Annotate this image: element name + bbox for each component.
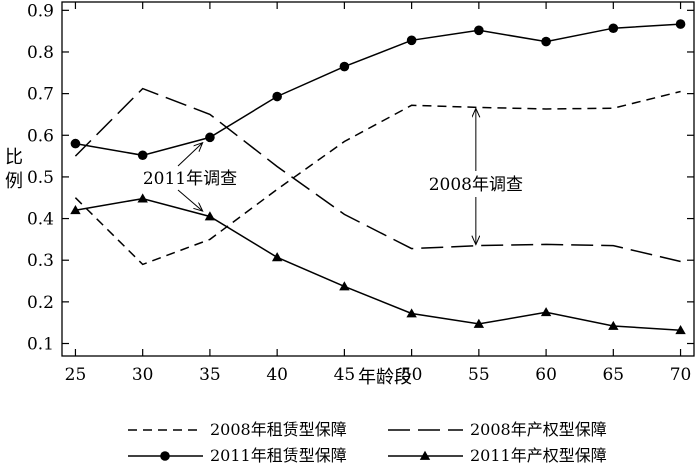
x-tick-label: 50 [401,365,423,385]
x-tick-label: 25 [65,365,87,385]
x-tick-label: 45 [334,365,356,385]
point-triangle [675,324,686,335]
point-circle [474,25,484,36]
x-tick-label: 30 [132,365,154,385]
legend-item-1: 2008年产权型保障 [388,420,607,439]
point-triangle [473,318,485,328]
x-tick-label: 60 [535,365,557,385]
series-line-0 [74,90,681,266]
point-circle [339,61,350,72]
x-axis-title: 年龄段 [358,367,412,388]
point-circle [541,36,551,47]
point-triangle [540,307,552,317]
plot-border [61,1,695,357]
annotation-2011-label: 2011年调查 [143,169,237,189]
annotation-2011-arrow-up [177,143,202,167]
point-triangle [339,281,350,291]
x-tick-label: 40 [266,365,288,385]
y-tick-label: 0.1 [27,335,54,355]
point-triangle [204,211,216,221]
legend: 2008年租赁型保障 2008年产权型保障 2011年租赁型保障 2011年产权型保障 [128,420,607,465]
x-axis: 25 30 35 40 45 50 55 60 65 70 [65,2,692,385]
point-triangle [70,205,81,215]
y-tick-label: 0.4 [27,210,54,230]
legend-label: 2011年租赁型保障 [210,446,347,465]
plot-frame [61,1,695,357]
series-line-1 [74,87,681,263]
point-circle [205,132,215,143]
point-circle [675,19,686,29]
annotation-2011-arrow-down [177,189,202,210]
legend-marker-circle [160,451,170,461]
series-markers [70,19,686,335]
x-tick-label: 55 [468,365,490,385]
legend-label: 2008年租赁型保障 [210,420,347,439]
y-axis-title: 比例 [5,147,23,192]
point-circle [406,35,417,46]
y-tick-label: 0.6 [27,126,54,146]
point-circle [272,91,282,102]
legend-item-2: 2011年租赁型保障 [128,446,347,465]
x-tick-label: 65 [602,365,624,385]
legend-label: 2011年产权型保障 [470,446,607,465]
point-circle [70,138,81,149]
legend-item-3: 2011年产权型保障 [388,446,607,465]
x-tick-label: 70 [670,365,692,385]
point-circle [608,23,619,34]
point-circle [137,150,148,161]
series-lines [74,23,681,331]
y-tick-label: 0.9 [27,1,54,21]
y-tick-label: 0.7 [27,85,54,105]
point-triangle [406,308,417,318]
y-tick-label: 0.5 [27,168,54,188]
y-tick-label: 0.8 [27,43,54,63]
series-line-2 [75,23,681,157]
legend-label: 2008年产权型保障 [470,420,607,439]
legend-marker-triangle [419,450,431,460]
y-tick-label: 0.3 [27,251,54,271]
series-line-3 [75,197,681,331]
point-triangle [137,193,148,203]
annotations: 2011年调查 2008年调查 [143,109,534,243]
y-axis: 0.1 0.2 0.3 0.4 0.5 0.6 0.7 0.8 0.9 [27,1,694,355]
annotation-2008-bg [417,171,534,197]
annotation-2008-label: 2008年调查 [429,175,523,195]
point-triangle [608,320,619,330]
x-tick-label: 35 [199,365,221,385]
y-tick-label: 0.2 [27,293,54,313]
point-triangle [271,252,283,262]
legend-item-0: 2008年租赁型保障 [128,420,347,439]
